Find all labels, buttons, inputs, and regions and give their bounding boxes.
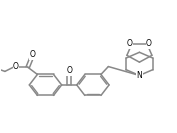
- Text: O: O: [127, 39, 133, 48]
- Text: N: N: [136, 71, 142, 80]
- Text: O: O: [146, 39, 152, 48]
- Text: O: O: [29, 50, 35, 59]
- Text: O: O: [13, 62, 19, 71]
- Text: O: O: [66, 66, 72, 75]
